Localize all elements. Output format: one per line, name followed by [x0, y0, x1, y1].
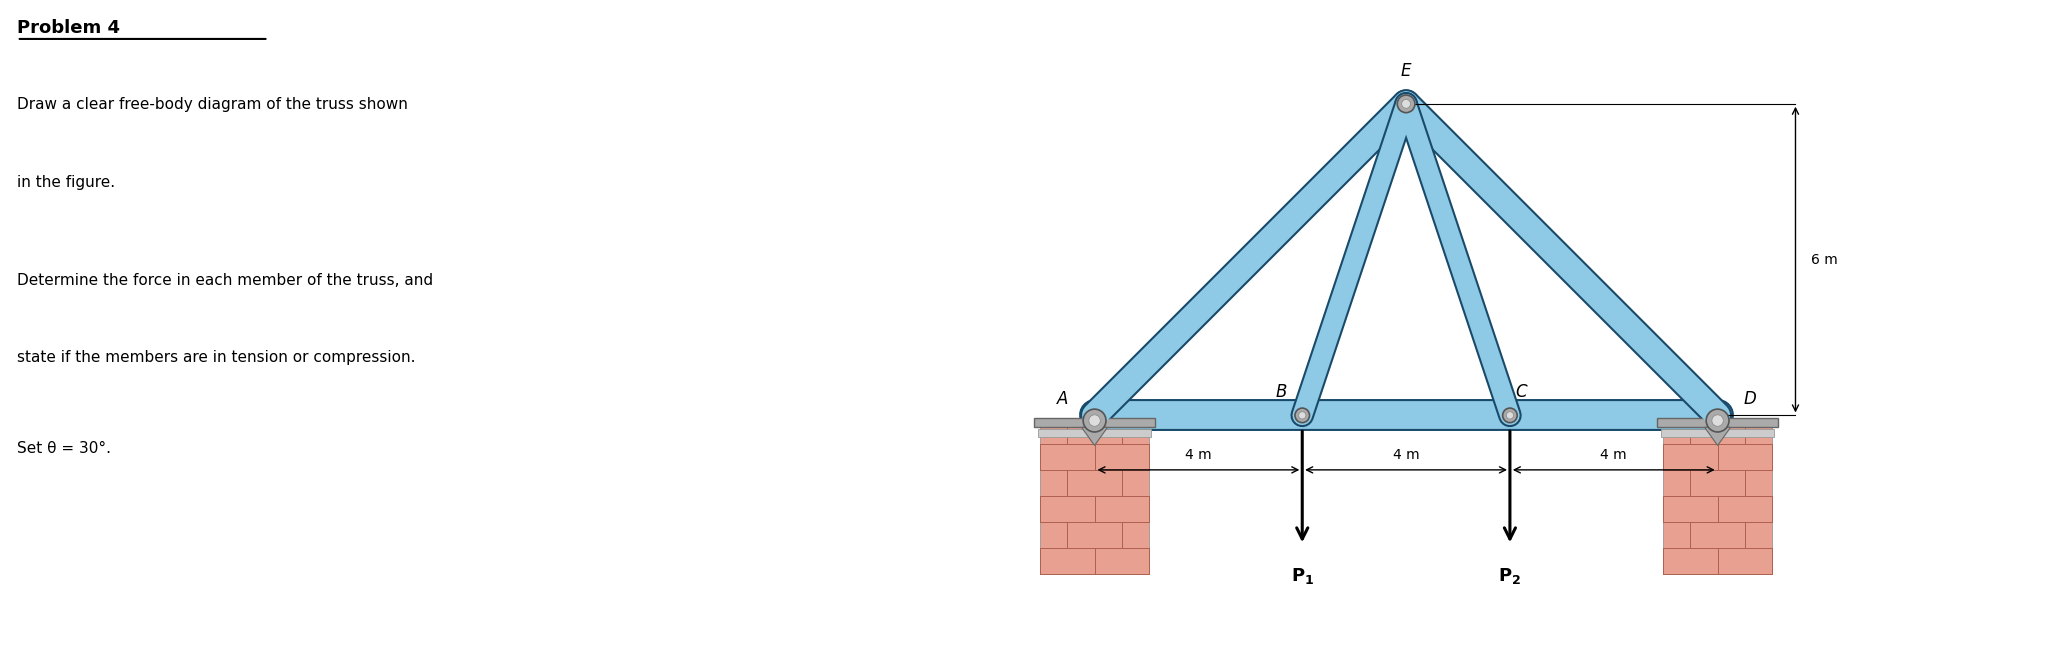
Text: 4 m: 4 m [1600, 448, 1627, 462]
Text: Problem 4: Problem 4 [16, 19, 121, 38]
Polygon shape [1704, 427, 1731, 445]
Circle shape [1506, 411, 1514, 419]
Bar [1033, 418, 1156, 427]
Bar [1037, 429, 1152, 437]
Text: Determine the force in each member of the truss, and: Determine the force in each member of th… [16, 273, 434, 288]
Text: B: B [1275, 383, 1287, 401]
Circle shape [1088, 415, 1101, 426]
Text: 6 m: 6 m [1811, 252, 1837, 267]
Text: state if the members are in tension or compression.: state if the members are in tension or c… [16, 350, 415, 365]
Bar [1663, 418, 1772, 574]
Text: Draw a clear free-body diagram of the truss shown: Draw a clear free-body diagram of the tr… [16, 97, 407, 112]
Text: 4 m: 4 m [1393, 448, 1420, 462]
Circle shape [1299, 411, 1305, 419]
Circle shape [1295, 408, 1309, 422]
Circle shape [1402, 99, 1410, 108]
Circle shape [1397, 95, 1416, 113]
Text: E: E [1402, 62, 1412, 80]
Polygon shape [1082, 427, 1107, 445]
Text: $\mathbf{P_2}$: $\mathbf{P_2}$ [1498, 566, 1522, 586]
Circle shape [1082, 409, 1107, 432]
Text: A: A [1058, 389, 1068, 408]
Text: in the figure.: in the figure. [16, 175, 115, 190]
Circle shape [1706, 409, 1729, 432]
Text: $\mathbf{P_1}$: $\mathbf{P_1}$ [1291, 566, 1314, 586]
Text: C: C [1516, 383, 1526, 401]
Bar [1657, 418, 1778, 427]
Bar [1661, 429, 1774, 437]
Bar [1039, 418, 1150, 574]
Text: 4 m: 4 m [1185, 448, 1211, 462]
Circle shape [1713, 415, 1723, 426]
Text: D: D [1743, 389, 1755, 408]
Circle shape [1502, 408, 1518, 422]
Text: Set θ = 30°.: Set θ = 30°. [16, 441, 110, 456]
